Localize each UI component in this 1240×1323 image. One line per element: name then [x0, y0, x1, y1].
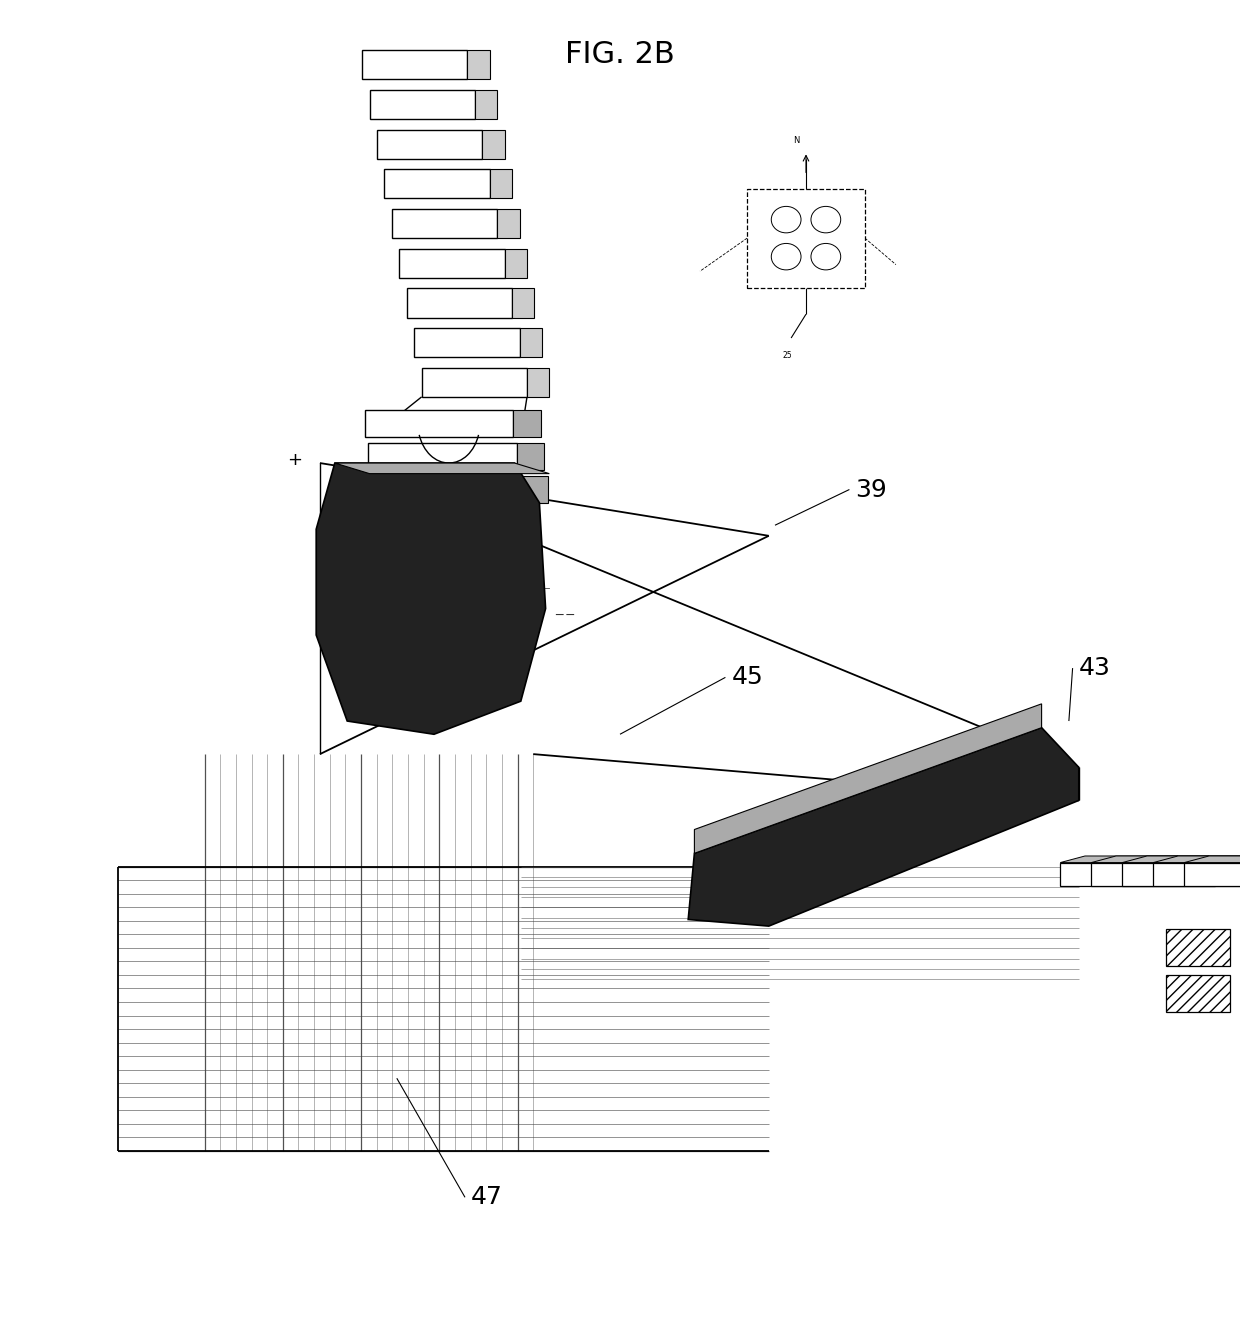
Polygon shape	[1091, 863, 1184, 886]
Polygon shape	[521, 476, 548, 503]
Text: N: N	[792, 136, 800, 146]
Polygon shape	[1060, 863, 1153, 886]
Text: FIG. 2B: FIG. 2B	[565, 40, 675, 69]
Polygon shape	[407, 288, 512, 318]
Polygon shape	[512, 288, 534, 318]
Text: ─: ─	[543, 583, 548, 594]
Text: 47: 47	[471, 1185, 503, 1209]
Polygon shape	[520, 328, 542, 357]
Polygon shape	[1184, 856, 1240, 863]
Polygon shape	[372, 476, 521, 503]
Polygon shape	[490, 169, 512, 198]
Polygon shape	[1153, 856, 1240, 863]
Polygon shape	[365, 410, 513, 437]
Polygon shape	[1060, 856, 1178, 863]
Polygon shape	[316, 463, 546, 734]
Polygon shape	[362, 50, 467, 79]
Text: 5: 5	[828, 210, 833, 218]
Polygon shape	[482, 130, 505, 159]
Text: +: +	[288, 451, 303, 470]
Text: 7: 7	[828, 255, 833, 263]
Polygon shape	[370, 90, 475, 119]
Polygon shape	[335, 463, 549, 474]
Polygon shape	[527, 368, 549, 397]
Bar	[1166, 929, 1230, 966]
Polygon shape	[513, 410, 541, 437]
Polygon shape	[517, 443, 544, 470]
Polygon shape	[1122, 863, 1215, 886]
Text: ─ ─: ─ ─	[554, 609, 574, 622]
Polygon shape	[368, 443, 517, 470]
Polygon shape	[497, 209, 520, 238]
Polygon shape	[377, 130, 482, 159]
Polygon shape	[688, 728, 1079, 926]
Polygon shape	[414, 328, 520, 357]
Polygon shape	[1184, 863, 1240, 886]
Polygon shape	[1091, 856, 1209, 863]
Polygon shape	[505, 249, 527, 278]
Bar	[1166, 975, 1230, 1012]
Polygon shape	[384, 169, 490, 198]
Text: 6: 6	[781, 255, 786, 263]
Polygon shape	[467, 50, 490, 79]
Polygon shape	[392, 209, 497, 238]
FancyBboxPatch shape	[746, 189, 866, 288]
Text: 45: 45	[732, 665, 764, 689]
Text: 4: 4	[781, 210, 786, 218]
Polygon shape	[1153, 863, 1240, 886]
Text: 39: 39	[856, 478, 888, 501]
Polygon shape	[475, 90, 497, 119]
Text: 25: 25	[782, 352, 792, 360]
Polygon shape	[422, 368, 527, 397]
Text: 43: 43	[1079, 656, 1111, 680]
Polygon shape	[399, 249, 505, 278]
Polygon shape	[694, 704, 1042, 853]
Polygon shape	[1122, 856, 1240, 863]
